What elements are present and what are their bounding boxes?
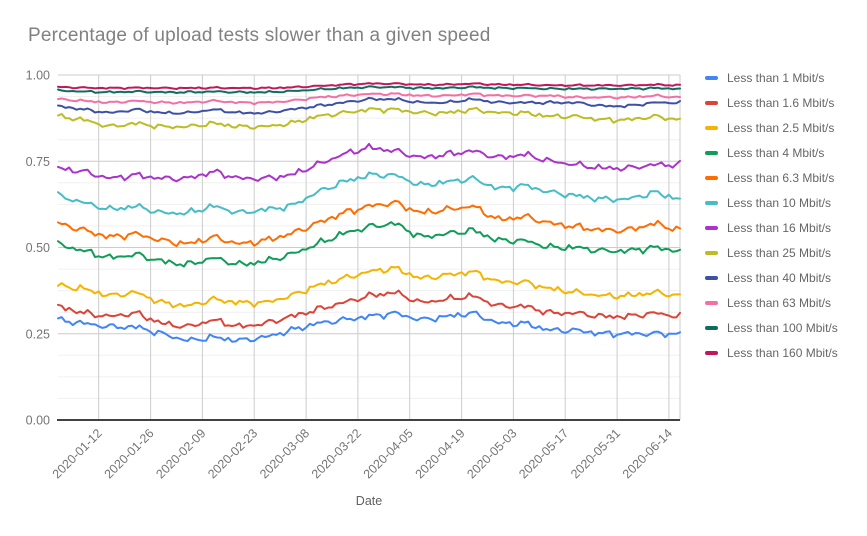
series-line-less-than-2-5-mbit-s xyxy=(57,265,681,309)
series-line-less-than-4-mbit-s xyxy=(57,221,681,268)
legend-item[interactable]: Less than 16 Mbit/s xyxy=(705,215,838,240)
x-tick-label: 2020-01-12 xyxy=(50,426,105,481)
legend-item[interactable]: Less than 1.6 Mbit/s xyxy=(705,90,838,115)
x-tick-label: 2020-03-22 xyxy=(309,426,364,481)
legend-swatch-icon xyxy=(705,300,718,305)
series-line-less-than-40-mbit-s xyxy=(57,96,681,115)
vertical-gridlines xyxy=(98,75,681,420)
legend-label: Less than 25 Mbit/s xyxy=(727,245,832,260)
legend-swatch-icon xyxy=(705,100,718,105)
series-line-less-than-25-mbit-s xyxy=(57,106,681,130)
legend-label: Less than 16 Mbit/s xyxy=(727,220,832,235)
legend-item[interactable]: Less than 160 Mbit/s xyxy=(705,340,838,365)
legend-label: Less than 4 Mbit/s xyxy=(727,145,825,160)
legend-label: Less than 1.6 Mbit/s xyxy=(727,95,835,110)
x-tick-label: 2020-02-09 xyxy=(153,426,208,481)
y-tick-labels: 0.00 0.25 0.50 0.75 1.00 xyxy=(26,69,50,428)
x-tick-label: 2020-05-17 xyxy=(516,426,571,481)
x-tick-label: 2020-05-31 xyxy=(568,426,623,481)
legend-label: Less than 10 Mbit/s xyxy=(727,195,832,210)
legend-label: Less than 63 Mbit/s xyxy=(727,295,832,310)
legend-label: Less than 6.3 Mbit/s xyxy=(727,170,835,185)
legend-label: Less than 40 Mbit/s xyxy=(727,270,832,285)
series-line-less-than-10-mbit-s xyxy=(57,171,681,216)
series-line-less-than-63-mbit-s xyxy=(57,92,681,106)
x-tick-label: 2020-03-08 xyxy=(257,426,312,481)
legend-item[interactable]: Less than 10 Mbit/s xyxy=(705,190,838,215)
legend-item[interactable]: Less than 1 Mbit/s xyxy=(705,65,838,90)
legend-swatch-icon xyxy=(705,75,718,80)
legend-item[interactable]: Less than 63 Mbit/s xyxy=(705,290,838,315)
legend-swatch-icon xyxy=(705,200,718,205)
x-tick-label: 2020-02-23 xyxy=(205,426,260,481)
legend-item[interactable]: Less than 2.5 Mbit/s xyxy=(705,115,838,140)
series-line-less-than-6-3-mbit-s xyxy=(57,199,681,248)
series-line-less-than-160-mbit-s xyxy=(57,82,681,91)
legend-swatch-icon xyxy=(705,125,718,130)
legend-label: Less than 1 Mbit/s xyxy=(727,70,825,85)
x-axis-title: Date xyxy=(356,494,382,508)
legend-label: Less than 160 Mbit/s xyxy=(727,345,838,360)
x-tick-label: 2020-04-19 xyxy=(413,426,468,481)
x-tick-label: 2020-01-26 xyxy=(102,426,157,481)
series-line-less-than-1-6-mbit-s xyxy=(57,289,681,329)
chart-title: Percentage of upload tests slower than a… xyxy=(28,25,491,46)
legend-item[interactable]: Less than 40 Mbit/s xyxy=(705,265,838,290)
legend-swatch-icon xyxy=(705,325,718,330)
y-tick-label: 0.50 xyxy=(26,241,50,255)
legend-item[interactable]: Less than 100 Mbit/s xyxy=(705,315,838,340)
legend-swatch-icon xyxy=(705,175,718,180)
series-line-less-than-16-mbit-s xyxy=(57,142,681,183)
legend-swatch-icon xyxy=(705,350,718,355)
chart-legend: Less than 1 Mbit/s Less than 1.6 Mbit/s Le… xyxy=(705,65,838,365)
series-line-less-than-100-mbit-s xyxy=(57,85,681,94)
y-tick-label: 0.75 xyxy=(26,155,50,169)
legend-item[interactable]: Less than 4 Mbit/s xyxy=(705,140,838,165)
x-tick-label: 2020-04-05 xyxy=(361,426,416,481)
x-tick-labels: 2020-01-122020-01-262020-02-092020-02-23… xyxy=(50,426,675,481)
legend-label: Less than 100 Mbit/s xyxy=(727,320,838,335)
legend-item[interactable]: Less than 6.3 Mbit/s xyxy=(705,165,838,190)
legend-swatch-icon xyxy=(705,250,718,255)
x-tick-label: 2020-06-14 xyxy=(620,426,675,481)
legend-swatch-icon xyxy=(705,275,718,280)
legend-label: Less than 2.5 Mbit/s xyxy=(727,120,835,135)
legend-swatch-icon xyxy=(705,225,718,230)
series-lines xyxy=(57,82,681,343)
legend-swatch-icon xyxy=(705,150,718,155)
y-tick-label: 1.00 xyxy=(26,69,50,83)
legend-item[interactable]: Less than 25 Mbit/s xyxy=(705,240,838,265)
series-line-less-than-1-mbit-s xyxy=(57,310,681,343)
x-tick-label: 2020-05-03 xyxy=(464,426,519,481)
y-tick-label: 0.25 xyxy=(26,327,50,341)
y-tick-label: 0.00 xyxy=(26,414,50,428)
